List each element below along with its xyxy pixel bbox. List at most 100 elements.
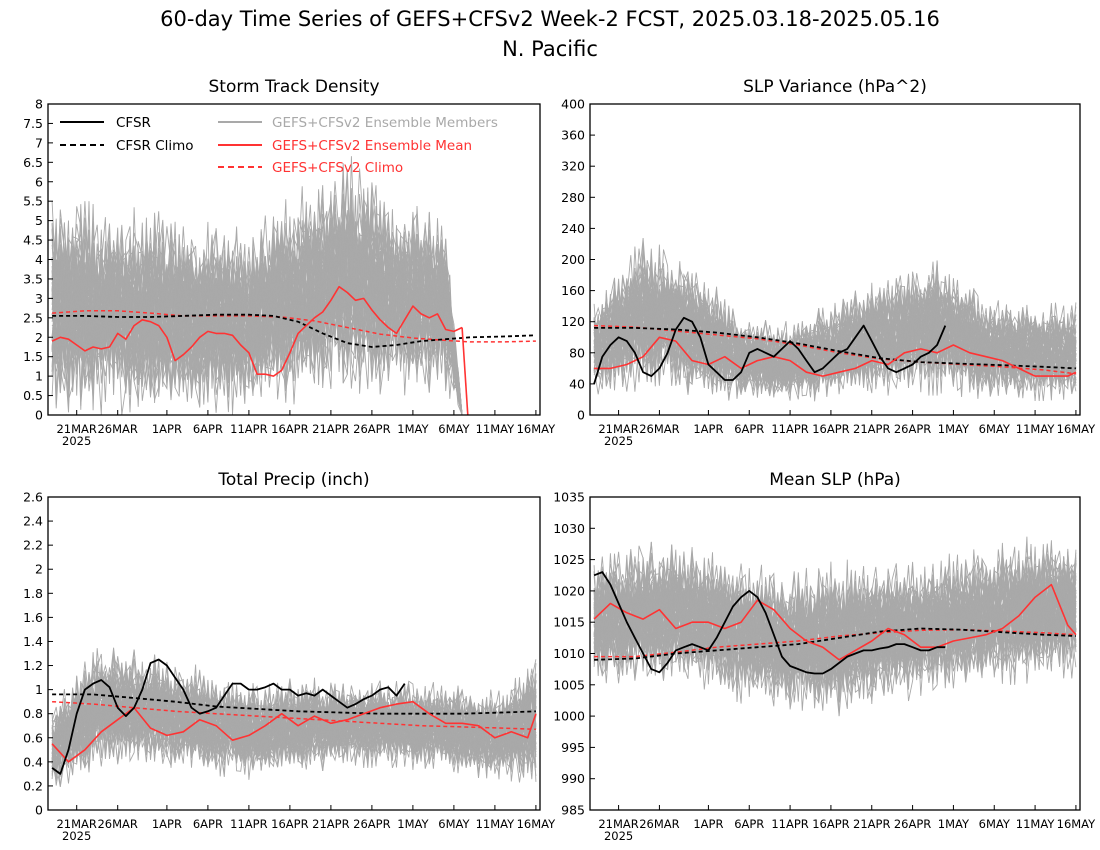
chart-legend: CFSR CFSR Climo GEFS+CFSv2 Ensemble Member…	[60, 115, 498, 176]
gefs-climo-line	[52, 310, 536, 343]
y-tick-label: 400	[561, 97, 585, 112]
y-tick-label: 0.6	[23, 730, 43, 745]
x-tick-label: 16MAY	[1057, 817, 1097, 831]
legend-cfsr-label: CFSR	[116, 115, 151, 131]
y-tick-label: 80	[569, 345, 585, 360]
cfsr-line	[593, 316, 947, 385]
ensemble-member-line	[51, 199, 463, 415]
y-tick-label: 1010	[553, 646, 585, 661]
gefs-climo-line	[594, 628, 1076, 658]
x-tick-label: 6APR	[193, 817, 223, 831]
y-tick-label: 1	[35, 682, 43, 697]
series-group	[51, 156, 536, 415]
x-tick-label: 11APR	[771, 422, 808, 436]
x-tick-label: 16MAY	[517, 422, 557, 436]
y-tick-label: 0	[577, 408, 585, 423]
y-tick-label: 0	[35, 408, 43, 423]
y-tick-label: 1.5	[23, 349, 43, 364]
y-tick-label: 1	[35, 369, 43, 384]
chart-panel: SLP Variance (hPa^2) 0 40 80 120 160 200 240 280…	[561, 77, 1096, 448]
gefs-climo-line	[52, 700, 536, 731]
y-tick-label: 6	[35, 174, 43, 189]
y-tick-label: 4.5	[23, 233, 43, 248]
legend-climo-label: GEFS+CFSv2 Climo	[272, 160, 403, 176]
x-tick-label: 6MAY	[438, 422, 470, 436]
x-tick-label: 26MAR	[97, 422, 137, 436]
y-tick-label: 160	[561, 283, 585, 298]
x-tick-label: 6APR	[734, 817, 764, 831]
ensemble-mean-line	[594, 336, 1077, 377]
y-tick-label: 1025	[553, 552, 585, 567]
x-tick-label: 1MAY	[397, 817, 429, 831]
y-tick-label: 2	[35, 330, 43, 345]
x-tick-label: 16MAY	[517, 817, 557, 831]
cfsr-climo-line	[52, 693, 536, 715]
y-tick-label: 0.2	[23, 778, 43, 793]
x-tick-label: 11APR	[230, 422, 267, 436]
x-tick-label: 1APR	[693, 817, 723, 831]
x-tick-label: 26APR	[894, 817, 931, 831]
y-tick-label: 5.5	[23, 194, 43, 209]
y-tick-label: 2.5	[23, 310, 43, 325]
ensemble-member-line	[51, 678, 537, 768]
y-tick-label: 1005	[553, 677, 585, 692]
ensemble-member-line	[51, 181, 463, 415]
cfsr-line	[51, 658, 406, 775]
x-tick-label: 11MAY	[476, 817, 516, 831]
x-tick-label: 21APR	[853, 422, 890, 436]
legend-cfsr-climo-label: CFSR Climo	[116, 138, 194, 154]
y-tick-label: 1020	[553, 583, 585, 598]
x-tick-label: 1APR	[152, 422, 182, 436]
ensemble-member-line	[593, 249, 1077, 391]
y-tick-label: 1.8	[23, 586, 43, 601]
chart-panel: Total Precip (inch) 0 0.2 0.4 0.6 0.8 1 1.2 1.4 1…	[23, 470, 556, 843]
y-tick-label: 1035	[553, 490, 585, 505]
y-tick-label: 2.6	[23, 490, 43, 505]
panels-group: Storm Track Density 0 0.5 1 1.5 2 2.5 3 3.5 4 4.5 5…	[23, 77, 1096, 843]
y-tick-label: 2.2	[23, 538, 43, 553]
y-tick-label: 320	[561, 159, 585, 174]
y-tick-label: 6.5	[23, 155, 43, 170]
ensemble-mean-line	[461, 327, 469, 415]
legend-members-label: GEFS+CFSv2 Ensemble Members	[272, 115, 498, 131]
cfsr-line	[593, 571, 946, 675]
x-tick-label: 1APR	[693, 422, 723, 436]
x-tick-label: 6MAY	[438, 817, 470, 831]
x-tick-label: 26APR	[353, 422, 390, 436]
x-tick-label: 1APR	[152, 817, 182, 831]
ensemble-member-line	[593, 248, 1077, 400]
y-tick-label: 995	[561, 740, 585, 755]
x-tick-label: 26APR	[894, 422, 931, 436]
x-tick-label: 26APR	[353, 817, 390, 831]
y-tick-label: 0.4	[23, 754, 43, 769]
y-tick-label: 1000	[553, 709, 585, 724]
x-tick-label: 11MAY	[476, 422, 516, 436]
x-year-label: 2025	[604, 829, 633, 843]
x-year-label: 2025	[604, 434, 633, 448]
y-tick-label: 280	[561, 190, 585, 205]
x-tick-label: 16APR	[271, 817, 308, 831]
x-tick-label: 6APR	[734, 422, 764, 436]
x-tick-label: 6MAY	[979, 422, 1011, 436]
x-tick-label: 21MAR	[56, 422, 96, 436]
x-tick-label: 1MAY	[397, 422, 429, 436]
figure-region: N. Pacific	[502, 37, 598, 61]
y-tick-label: 0.5	[23, 388, 43, 403]
x-year-label: 2025	[62, 434, 91, 448]
y-tick-label: 40	[569, 376, 585, 391]
y-tick-label: 3	[35, 291, 43, 306]
y-tick-label: 1.4	[23, 634, 43, 649]
y-tick-label: 4	[35, 252, 43, 267]
x-tick-label: 11MAY	[1016, 422, 1056, 436]
x-year-label: 2025	[62, 829, 91, 843]
y-tick-label: 985	[561, 803, 585, 818]
x-tick-label: 21MAR	[56, 817, 96, 831]
y-tick-label: 1.2	[23, 658, 43, 673]
x-tick-label: 21APR	[312, 817, 349, 831]
x-tick-label: 16MAY	[1057, 422, 1097, 436]
cfsr-climo-line	[52, 313, 536, 348]
ensemble-member-line	[51, 672, 537, 786]
x-tick-label: 21APR	[853, 817, 890, 831]
y-tick-label: 990	[561, 771, 585, 786]
